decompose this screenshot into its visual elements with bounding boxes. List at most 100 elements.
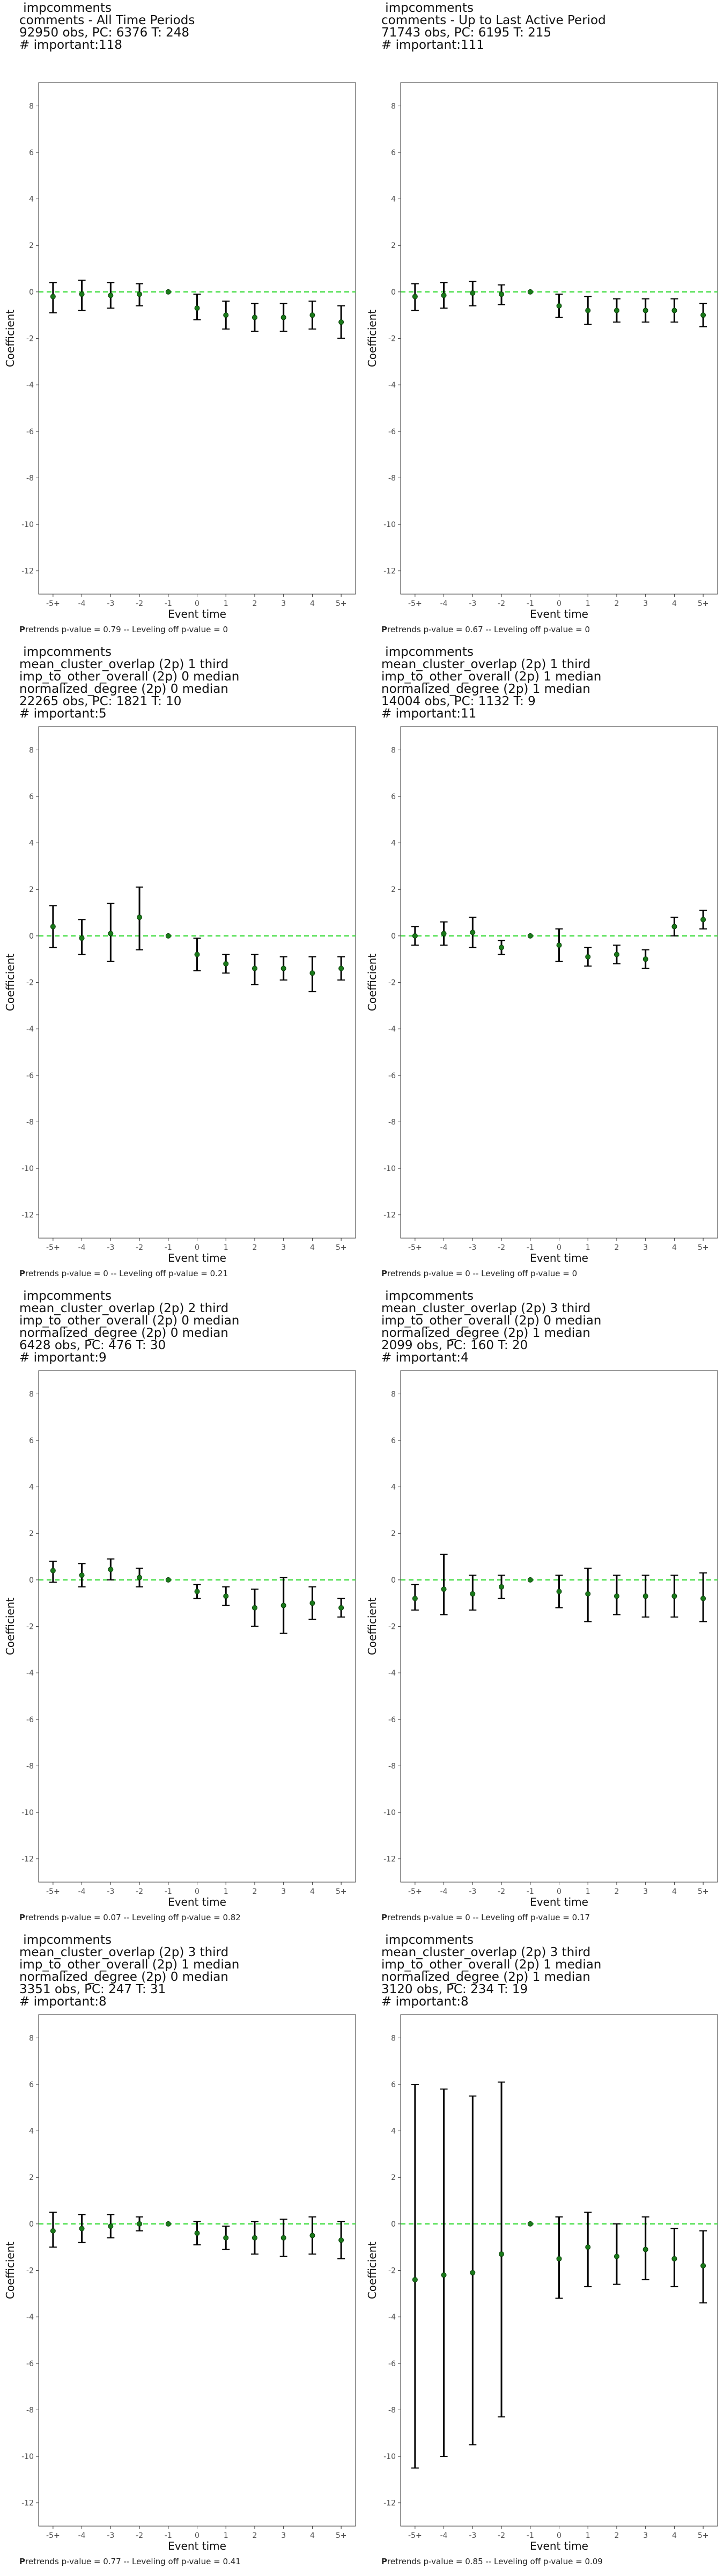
x-tick-label: -2 [136, 1243, 143, 1252]
y-tick-label: -8 [26, 1118, 34, 1126]
chart-title-line: mean_cluster_overlap (2p) 1 third [19, 657, 229, 671]
x-tick-label: 4 [310, 2531, 315, 2540]
x-axis-title: Event time [168, 608, 226, 620]
point-estimate [556, 2256, 562, 2262]
x-tick-label: 1 [586, 1243, 590, 1252]
point-estimate [137, 2221, 143, 2227]
y-axis-title: Coefficient [4, 954, 17, 1011]
x-tick-label: -2 [498, 1243, 505, 1252]
chart-title-line: # important:118 [19, 38, 122, 52]
y-tick-label: 0 [29, 288, 34, 297]
point-estimate [499, 1584, 505, 1590]
point-estimate [470, 2270, 476, 2275]
y-tick-label: -6 [388, 2360, 396, 2368]
x-tick-label: -3 [107, 2531, 114, 2540]
pvalue-footer: Pretrends p-value = 0.79 -- Leveling off… [19, 625, 228, 634]
plot-border [38, 82, 356, 595]
x-tick-label: 4 [672, 2531, 677, 2540]
chart-title-line: impcomments [19, 645, 112, 659]
point-estimate [556, 942, 562, 948]
plot-border [38, 2014, 356, 2527]
y-tick-label: 0 [391, 1576, 396, 1585]
y-tick-label: -4 [388, 1025, 396, 1034]
chart-title-line: impcomments [381, 1289, 474, 1303]
y-tick-label: -2 [388, 979, 396, 987]
y-tick-label: 4 [29, 2127, 34, 2136]
y-tick-label: -10 [21, 2453, 34, 2461]
x-tick-label: 5+ [336, 599, 347, 608]
y-tick-label: -2 [26, 979, 34, 987]
y-tick-label: -8 [26, 474, 34, 482]
x-tick-label: 2 [614, 1887, 619, 1896]
chart-title-line: impcomments [19, 1, 112, 15]
chart-panel-8: impcomments mean_cluster_overlap (2p) 3 t… [362, 1932, 724, 2576]
chart-title-line: impcomments [19, 1933, 112, 1947]
chart-title-line: impcomments [381, 1, 474, 15]
y-tick-label: -8 [26, 1762, 34, 1770]
x-tick-label: -1 [165, 2531, 172, 2540]
point-estimate [338, 319, 344, 325]
x-axis-title: Event time [168, 1896, 226, 1908]
y-tick-label: 8 [29, 2034, 34, 2043]
point-estimate [280, 965, 286, 971]
point-estimate [50, 294, 56, 299]
chart-header: impcomments mean_cluster_overlap (2p) 1 t… [381, 646, 714, 720]
x-tick-label: 5+ [698, 1887, 709, 1896]
point-estimate [671, 2256, 677, 2262]
point-estimate [137, 291, 143, 297]
y-tick-label: -12 [21, 1211, 34, 1220]
y-tick-label: -2 [26, 2267, 34, 2275]
y-tick-label: -8 [388, 1762, 396, 1770]
x-tick-label: -3 [469, 1243, 476, 1252]
point-estimate [527, 289, 533, 295]
chart-title-line: normalized_degree (2p) 1 median [381, 1970, 590, 1984]
x-tick-label: 5+ [336, 2531, 347, 2540]
plot-border [38, 726, 356, 1239]
chart-title-line: # important:5 [19, 707, 107, 721]
y-tick-label: -10 [383, 2453, 396, 2461]
x-tick-label: 4 [310, 599, 315, 608]
plot-border [400, 726, 718, 1239]
y-tick-label: -12 [383, 1211, 396, 1220]
y-tick-label: -10 [383, 521, 396, 529]
x-tick-label: -4 [78, 2531, 86, 2540]
x-axis-title: Event time [530, 1252, 588, 1264]
x-tick-label: 3 [281, 599, 286, 608]
y-tick-label: 2 [29, 2174, 34, 2182]
y-tick-label: -12 [383, 2499, 396, 2508]
point-estimate [614, 952, 619, 957]
y-tick-label: -2 [388, 335, 396, 343]
point-estimate [585, 954, 591, 960]
point-estimate [252, 965, 257, 971]
point-estimate [108, 931, 114, 936]
pvalue-footer-text: retrends p-value = 0 -- Leveling off p-v… [387, 1269, 578, 1278]
x-tick-label: -1 [527, 599, 534, 608]
point-estimate [50, 2228, 56, 2234]
x-axis-title: Event time [168, 1252, 226, 1264]
x-tick-label: -1 [165, 1887, 172, 1896]
point-estimate [223, 312, 229, 318]
x-tick-label: -4 [78, 1243, 86, 1252]
y-axis-title: Coefficient [4, 310, 17, 367]
chart-header: impcomments mean_cluster_overlap (2p) 3 t… [19, 1934, 352, 2008]
chart-title-line: 6428 obs, PC: 476 T: 30 [19, 1338, 166, 1352]
y-tick-label: 2 [391, 241, 396, 250]
point-estimate [309, 1600, 315, 1606]
x-tick-label: -3 [107, 1243, 114, 1252]
point-estimate [642, 2246, 648, 2252]
point-estimate [309, 970, 315, 976]
x-tick-label: 3 [281, 1887, 286, 1896]
y-axis-title: Coefficient [366, 2242, 379, 2299]
y-tick-label: -2 [26, 1623, 34, 1631]
chart-header: impcomments mean_cluster_overlap (2p) 3 t… [381, 1290, 714, 1364]
x-axis-title: Event time [530, 1896, 588, 1908]
y-tick-label: 6 [391, 2081, 396, 2089]
chart-title-line: # important:9 [19, 1351, 107, 1365]
point-estimate [50, 1568, 56, 1574]
y-tick-label: 4 [29, 1483, 34, 1492]
chart-title-line: mean_cluster_overlap (2p) 3 third [19, 1945, 229, 1959]
point-estimate [700, 312, 706, 318]
